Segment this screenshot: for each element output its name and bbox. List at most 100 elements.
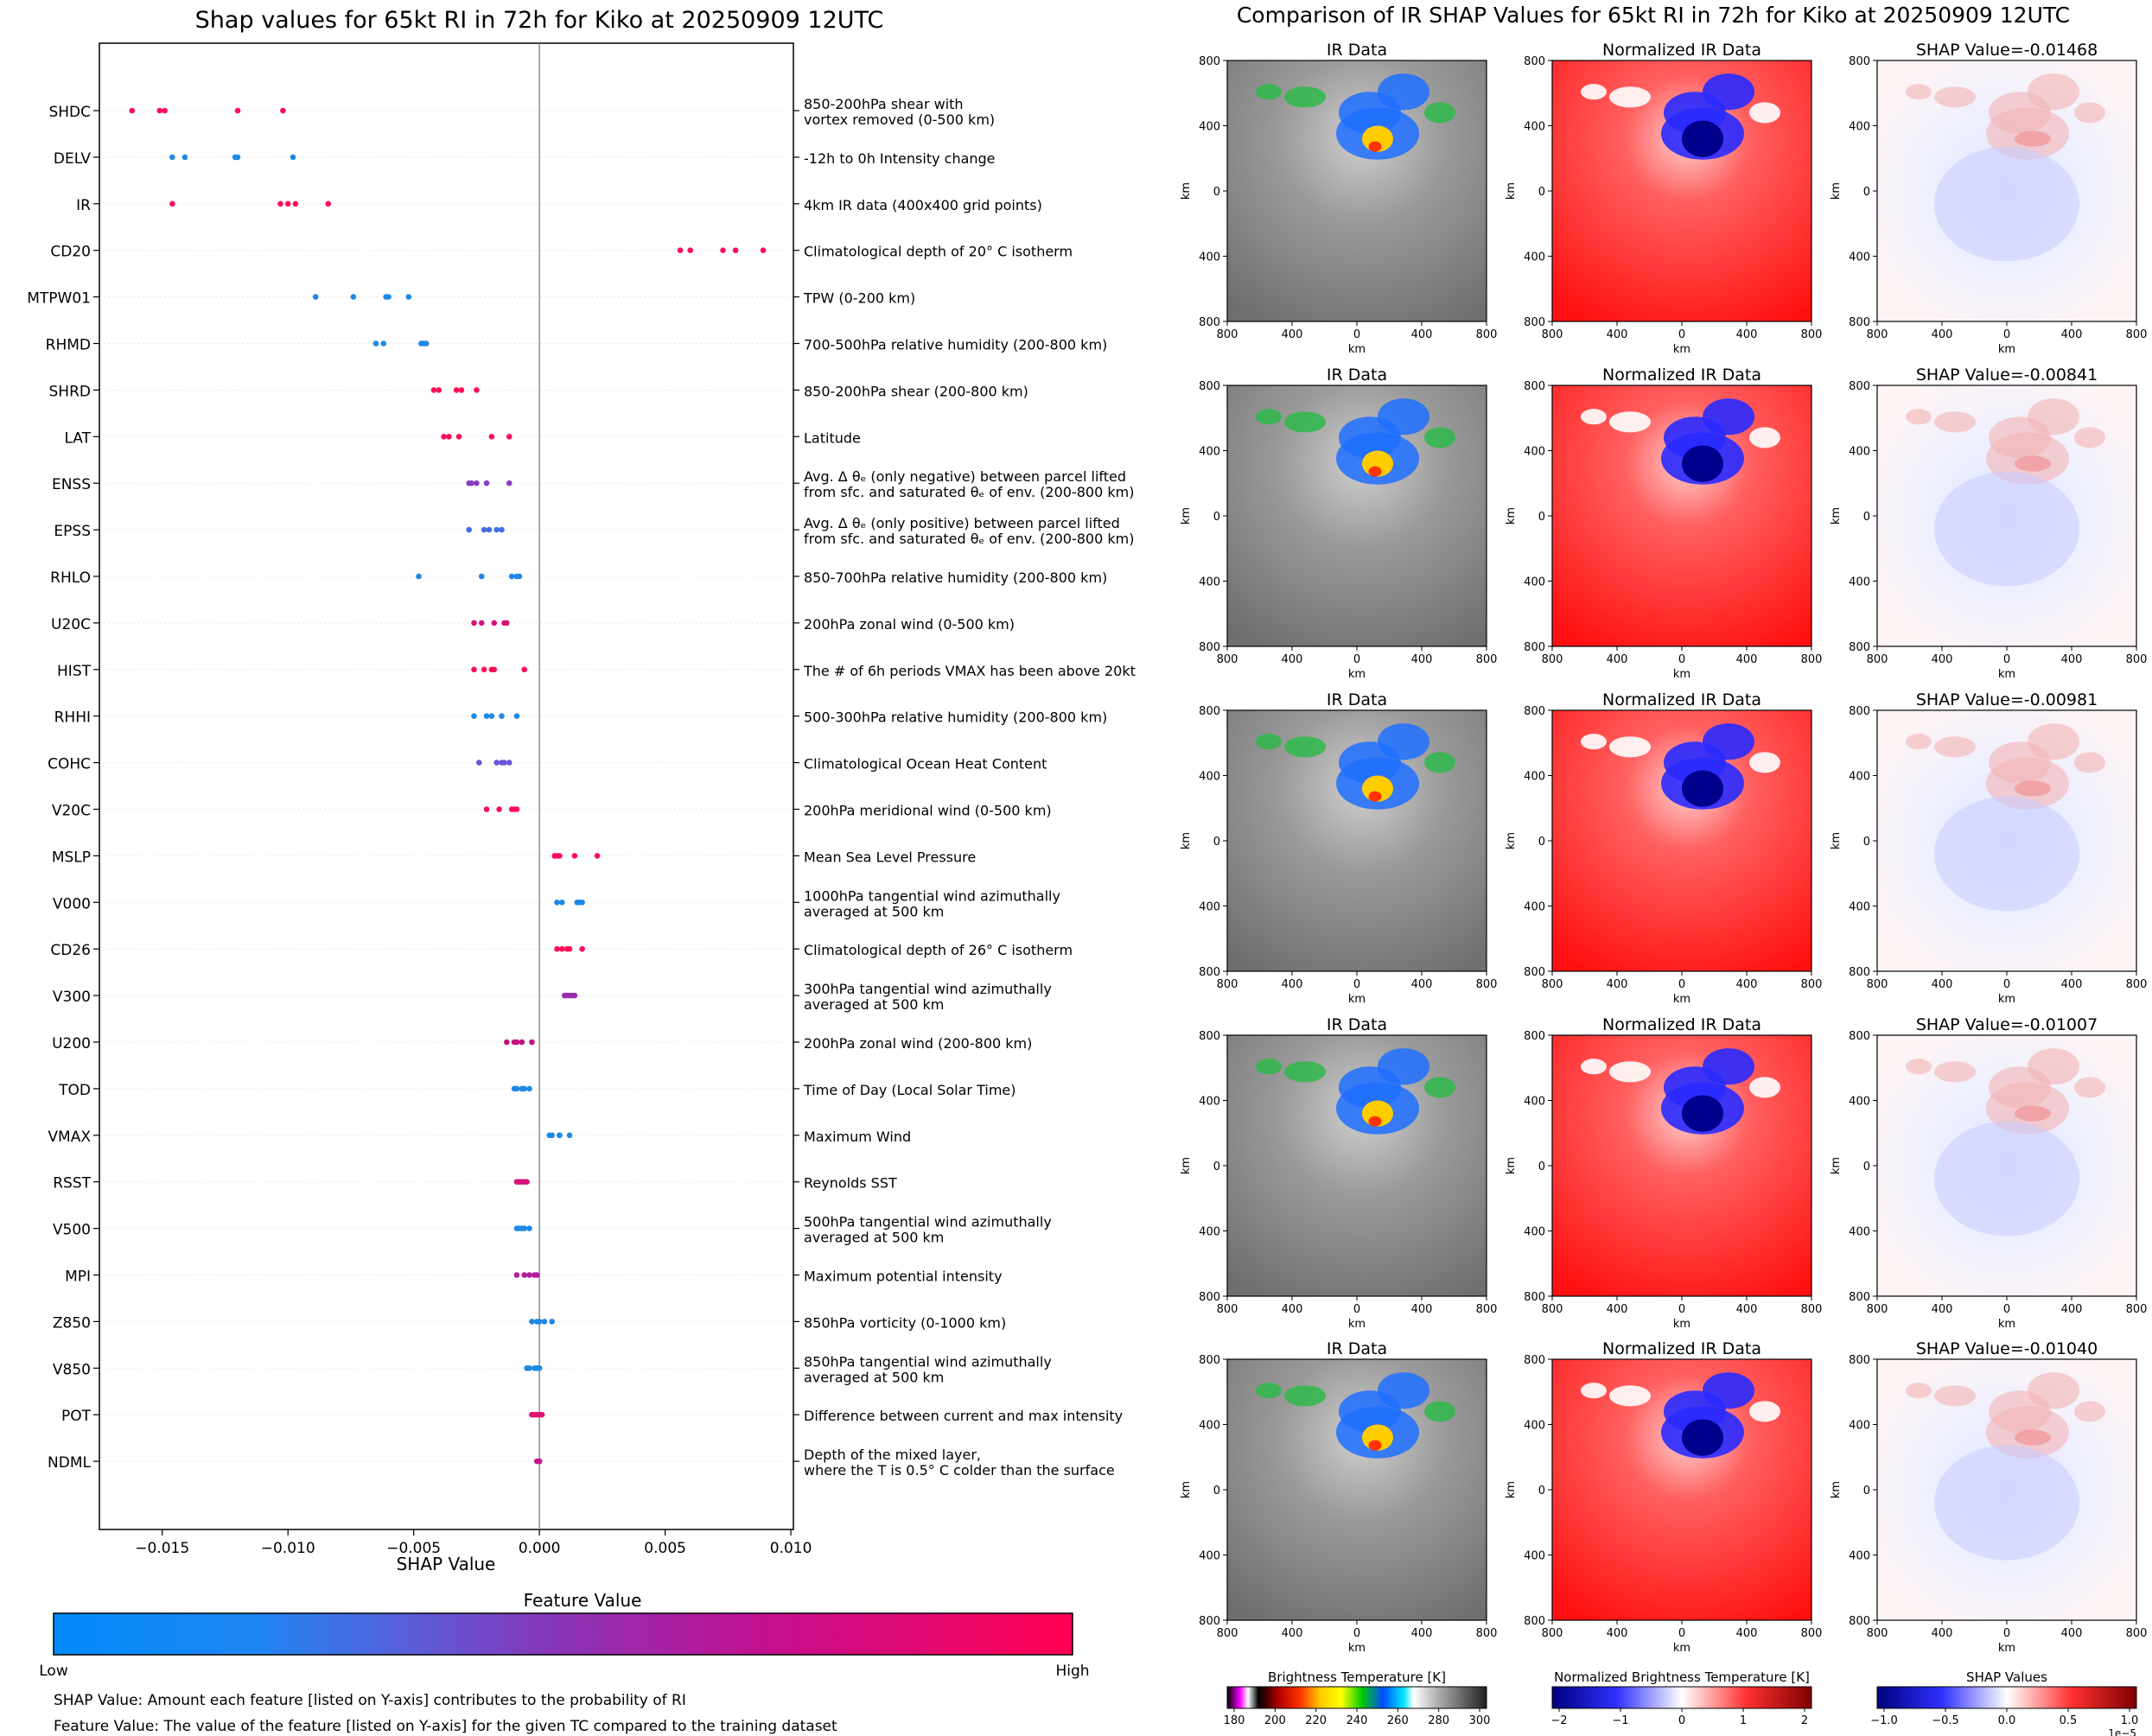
shap-point [538,1411,545,1418]
cloud-feature [1581,84,1607,100]
note-feature-value: Feature Value: The value of the feature … [54,1718,837,1735]
feature-name-label: HIST [57,663,92,680]
shap-point [513,1085,520,1092]
y-tick-label: 400 [1524,1420,1545,1433]
shap-point [526,1272,532,1278]
y-tick-label: 800 [1199,380,1220,393]
feature-description: 700-500hPa relative humidity (200-800 km… [804,337,1107,353]
y-tick-label: 400 [1199,1226,1220,1239]
y-tick-label: 400 [1199,1550,1220,1563]
shap-point [513,713,520,719]
feature-value-colorbar [53,1612,1073,1656]
x-tick-label: 400 [1736,653,1758,666]
shap-point [687,247,694,254]
cloud-feature [1424,102,1455,124]
feature-row-enss: ENSS Avg. Δ θₑ (only negative) between pa… [52,468,1135,500]
cloud-feature [1581,734,1607,750]
y-tick-label: 800 [1524,1030,1545,1043]
y-tick-label: 800 [1199,55,1220,68]
y-tick-label: 400 [1199,901,1220,914]
cloud-core [1682,1095,1723,1132]
x-tick-label: 400 [1736,1303,1758,1316]
colorbar-gradient [1551,1686,1812,1709]
x-axis-label: km [1998,668,2015,681]
feature-row-ir: IR 4km IR data (400x400 grid points) [76,197,1042,214]
cloud-core [1682,445,1723,482]
x-tick-label: 0 [2003,328,2010,341]
y-tick-label: 0 [1863,1161,1870,1173]
shap-point [471,620,477,626]
cloud-feature [1378,1048,1429,1085]
x-tick-label: 0 [2003,653,2010,666]
feature-name-label: RHMD [46,337,91,354]
shap-point [481,526,487,533]
shap-point [541,1319,548,1325]
shap-negative-region [1934,1445,2079,1561]
feature-description: 850hPa vorticity (0-1000 km) [804,1314,1006,1331]
y-tick-label: 0 [1863,1485,1870,1498]
y-axis-label: km [1180,832,1193,849]
x-tick-label: 800 [1217,653,1238,666]
panel-title: IR Data [1327,1339,1387,1358]
y-axis-label: km [1505,1157,1518,1174]
shap-point [458,387,465,393]
y-tick-label: 400 [1849,576,1870,589]
y-tick-label: 800 [1849,55,1870,68]
feature-row-epss: EPSS Avg. Δ θₑ (only positive) between pa… [54,515,1134,547]
feature-row-rhlo: RHLO 850-700hPa relative humidity (200-80… [50,569,1107,587]
cloud-feature [1284,411,1326,433]
y-tick-label: 800 [1199,641,1220,654]
shap-point [506,434,513,440]
x-tick-label: 800 [1542,1303,1563,1316]
shap-point [405,294,412,300]
y-axis-label: km [1180,182,1193,200]
shap-point [162,107,168,114]
colorbar-tick-label: 1 [1740,1714,1747,1727]
panel-norm-4: Normalized IR Data8008004004000040040080… [1505,1015,1822,1331]
x-tick-label: 800 [2126,653,2148,666]
cloud-feature [1703,1372,1754,1409]
y-axis-label: km [1505,832,1518,849]
x-tick-label: 800 [2126,328,2148,341]
x-tick-label: 800 [1217,1303,1238,1316]
shap-point [557,853,563,859]
x-tick-label: 400 [1607,328,1628,341]
x-tick-label: 400 [2061,1303,2083,1316]
cloud-feature [2028,723,2079,760]
shap-point [474,480,480,486]
feature-description: Time of Day (Local Solar Time) [803,1082,1016,1098]
shap-point [519,1039,525,1046]
y-tick-label: 0 [1213,511,1220,524]
colorbar-tick-label: 1.0 [2121,1714,2139,1727]
feature-description: Mean Sea Level Pressure [804,849,976,865]
feature-row-cd20: CD20 Climatological depth of 20° C isothe… [50,244,1073,261]
cloud-feature [1749,1077,1780,1098]
x-tick-label: 400 [1411,978,1433,991]
y-tick-label: 800 [1849,316,1870,329]
shap-x-label: SHAP Value [397,1554,496,1574]
x-tick-label: 800 [1476,1627,1498,1640]
x-tick-label: −0.015 [135,1540,189,1557]
x-tick-label: 800 [1542,653,1563,666]
cloud-feature [2028,1372,2079,1409]
colorbar-1: Brightness Temperature [K] 180 200 220 240 26… [1224,1669,1491,1727]
cloud-feature [1424,1077,1455,1098]
cloud-feature [1906,1383,1932,1399]
feature-name-label: U200 [52,1035,91,1052]
shap-point [466,526,472,533]
feature-name-label: TOD [58,1082,91,1099]
panel-title: Normalized IR Data [1602,1015,1761,1034]
feature-name-label: MSLP [52,849,91,866]
x-tick-label: 800 [1542,978,1563,991]
shap-point [521,1225,527,1231]
panel-shap-1: SHAP Value=-0.01468800800400400004004008… [1830,41,2147,356]
feature-name-label: SHRD [49,383,91,400]
y-tick-label: 800 [1524,705,1545,718]
shap-point [234,107,241,114]
panel-shap-3: SHAP Value=-0.00981800800400400004004008… [1830,690,2147,1006]
x-tick-label: 800 [1867,978,1888,991]
shap-point [416,573,422,580]
shap-point [571,853,578,859]
cloud-feature [1378,73,1429,111]
